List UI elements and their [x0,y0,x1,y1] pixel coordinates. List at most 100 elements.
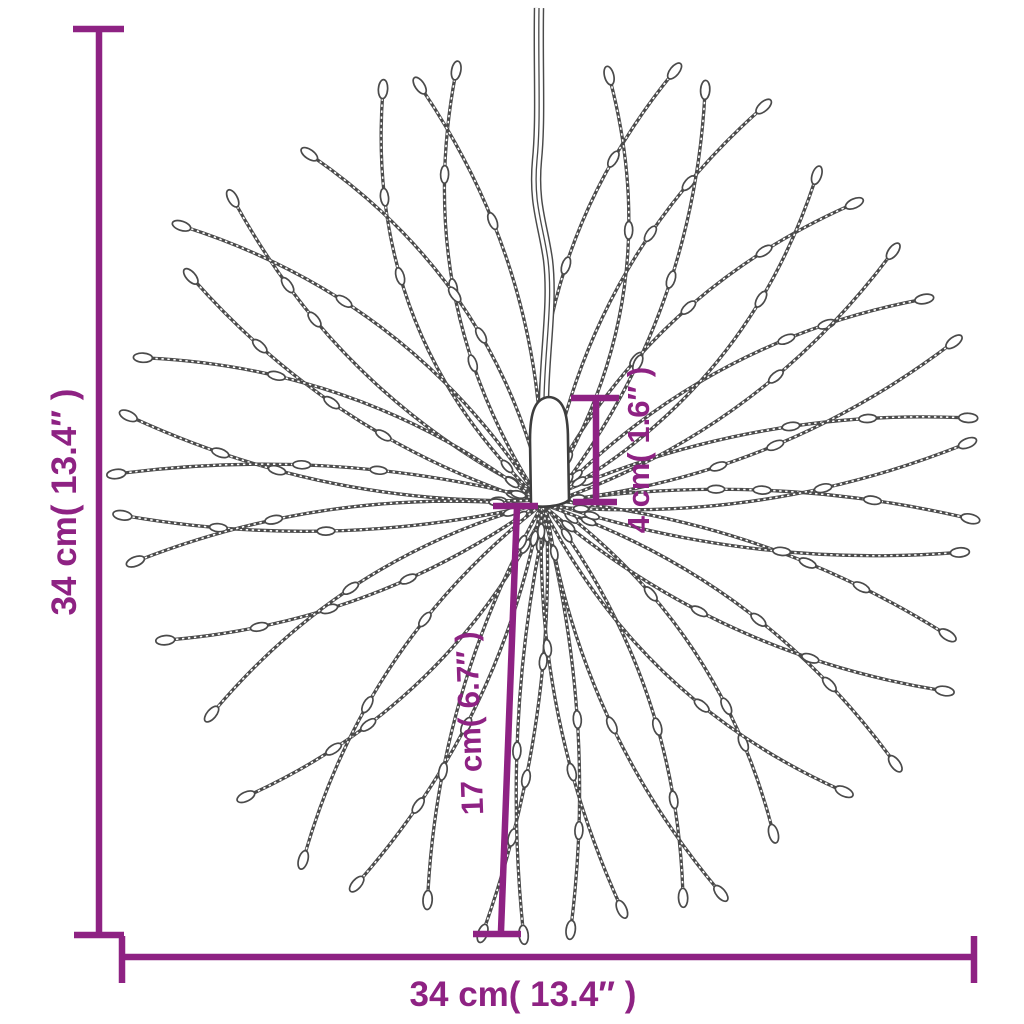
strand-wire [541,443,964,512]
led-bulb [377,78,389,100]
led-bulb [720,697,733,716]
led-bulb [960,512,981,525]
led-bulb [267,464,287,476]
light-strand [544,505,729,903]
led-bulb [699,79,711,101]
led-bulb [666,62,683,80]
strand-wire [358,499,544,882]
strand-wire-braid-highlight [547,499,774,830]
led-bulb [810,165,823,186]
light-strand [542,504,955,697]
strand-wire-braid-highlight [541,79,630,503]
led-bulb [754,290,768,308]
hub-dimension-label: 4 cm( 1.6″ ) [621,367,656,533]
led-bulb [208,522,229,533]
led-bulb [766,439,785,452]
light-strand [541,436,978,513]
strand-wire [303,504,542,856]
led-bulb [132,352,154,364]
led-bulb [251,338,268,354]
led-bulb [394,266,406,286]
light-strand [132,352,546,508]
led-bulb [957,412,979,424]
strand-wire-braid-highlight [132,417,547,502]
strand-wire-braid-highlight [545,108,761,505]
strand-wire-braid-highlight [543,505,941,691]
strand-wire [539,501,622,906]
led-bulb [887,754,903,773]
strand-wire [147,356,546,508]
led-bulb [203,705,220,723]
led-bulb [561,519,576,533]
light-strand [106,459,549,504]
led-bulb [450,60,462,81]
led-bulb [422,889,434,911]
led-bulb [560,256,572,275]
led-bulb [342,581,360,596]
led-bulb [693,698,710,713]
led-bulb [631,354,644,372]
drop-dimension-line [497,506,521,932]
led-bulb [412,76,428,95]
led-bulb [236,790,256,804]
led-bulb [566,762,578,782]
led-bulb [914,293,935,305]
led-bulb [467,354,479,373]
led-bulb [500,459,514,474]
strand-wire-braid-highlight [120,463,549,503]
light-strand [546,293,935,506]
light-strand [538,501,854,799]
led-bulb [957,436,978,450]
strand-wire-braid-highlight [185,226,541,503]
led-bulb [323,395,341,410]
led-bulb [536,523,546,540]
led-bulb [297,849,310,870]
led-bulb [335,294,353,308]
power-cable [530,7,555,400]
led-bulb [474,326,488,344]
led-bulb [615,899,629,920]
led-bulb [572,504,590,513]
led-bulb [680,300,697,315]
led-bulb [945,334,963,350]
strand-wire-braid-highlight [539,501,841,791]
led-bulb [668,790,679,810]
strand-wire-braid-highlight [543,503,684,894]
led-bulb [821,676,837,693]
led-bulb [267,370,286,382]
led-bulb [106,468,127,480]
drop-dimension-label: 17 cm( 6.7″ ) [449,631,490,816]
strand-wire-braid-highlight [515,505,549,931]
light-strand [541,502,903,773]
led-bulb [325,742,343,756]
led-bulb [755,98,773,115]
led-bulb [486,211,499,231]
led-bulb [777,333,796,346]
strand-wire [249,503,550,797]
strand-wire-braid-highlight [545,499,944,634]
light-strand [542,502,689,909]
led-bulb [171,219,192,232]
light-strand [203,500,547,723]
strand-wire-braid-highlight [421,89,544,503]
led-bulb [565,919,577,941]
led-bulb [798,557,817,569]
light-strand [377,78,546,506]
strand-wire [420,88,544,503]
light-strand [297,504,542,870]
led-bulb [300,146,319,162]
light-strand [512,505,550,946]
led-bulb [665,270,677,289]
led-bulb [360,695,374,714]
led-bulb [771,546,792,557]
led-bulb [264,514,284,525]
strand-wire-braid-highlight [541,204,851,501]
led-bulb [379,187,390,207]
led-bulb [813,482,833,494]
led-bulb [651,717,663,737]
led-bulb [374,429,392,442]
led-bulb [623,220,634,240]
strand-wire-braid-highlight [547,94,706,507]
led-bulb [571,476,587,488]
